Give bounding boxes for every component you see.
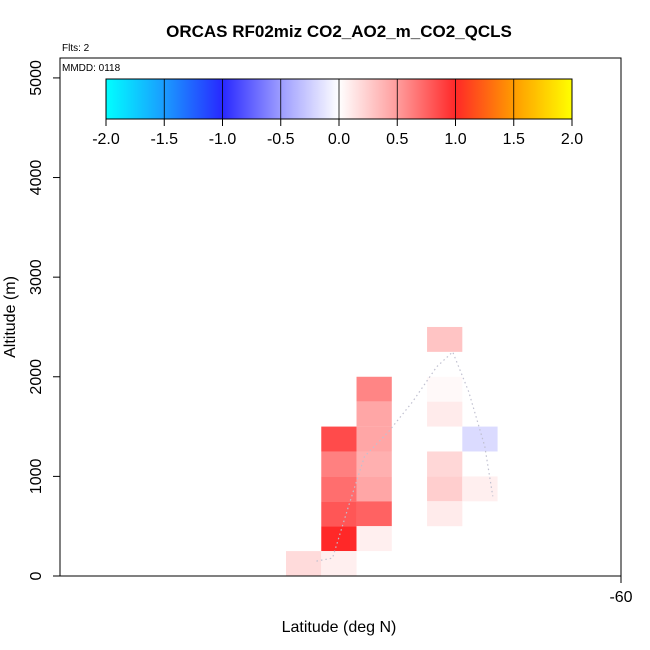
x-axis-label: Latitude (deg N): [282, 619, 397, 636]
heatmap-cell: [427, 476, 463, 502]
heatmap-cell: [356, 401, 392, 427]
flights-label: Flts: 2: [62, 43, 90, 54]
heatmap-cell: [321, 426, 357, 452]
heatmap-cell: [427, 326, 463, 352]
heatmap-cell: [462, 476, 498, 502]
colorbar-tick-label: 2.0: [561, 131, 583, 148]
x-tick-label: -60: [609, 589, 632, 606]
y-tick-label: 4000: [28, 160, 45, 196]
colorbar-tick-label: -1.0: [209, 131, 237, 148]
heatmap-cell: [427, 401, 463, 427]
heatmap-cell: [356, 451, 392, 477]
heatmap-cell: [321, 451, 357, 477]
colorbar-tick-label: -2.0: [92, 131, 120, 148]
plot-area: [59, 57, 622, 577]
heatmap-cell: [356, 501, 392, 527]
colorbar-tick-label: 1.5: [503, 131, 525, 148]
heatmap-cell: [321, 501, 357, 527]
colorbar-ticks: -2.0 -1.5 -1.0 -0.5 0.0 0.5 1.0 1.5 2.0: [92, 119, 583, 148]
heatmap-cell: [427, 451, 463, 477]
heatmap-cell: [356, 476, 392, 502]
y-tick-label: 1000: [28, 458, 45, 494]
x-axis: -60: [609, 576, 633, 606]
y-axis-label: Altitude (m): [2, 276, 19, 358]
heatmap-cell: [462, 426, 498, 452]
heatmap-cell: [286, 551, 322, 576]
heatmap-cell: [356, 526, 392, 552]
heatmap-cell: [356, 376, 392, 402]
colorbar-tick-label: 0.5: [386, 131, 408, 148]
date-label: MMDD: 0118: [62, 63, 121, 74]
heatmap-cell: [321, 476, 357, 502]
chart-title: ORCAS RF02miz CO2_AO2_m_CO2_QCLS: [166, 22, 512, 41]
colorbar-dividers: [163, 79, 515, 119]
heatmap-cells: [286, 326, 498, 576]
y-axis: 0 1000 2000 3000 4000 5000: [28, 60, 61, 580]
heatmap-cell: [356, 426, 392, 452]
y-tick-label: 3000: [28, 259, 45, 295]
heatmap-cell: [427, 376, 463, 402]
heatmap-cell: [427, 501, 463, 527]
colorbar-tick-label: -1.5: [150, 131, 178, 148]
colorbar-tick-label: -0.5: [267, 131, 295, 148]
y-tick-label: 0: [28, 571, 45, 580]
colorbar: -2.0 -1.5 -1.0 -0.5 0.0 0.5 1.0 1.5 2.0: [92, 78, 583, 148]
y-tick-label: 5000: [28, 60, 45, 96]
heatmap-cell: [321, 551, 357, 576]
colorbar-tick-label: 1.0: [444, 131, 466, 148]
y-tick-label: 2000: [28, 359, 45, 395]
colorbar-tick-label: 0.0: [328, 131, 350, 148]
